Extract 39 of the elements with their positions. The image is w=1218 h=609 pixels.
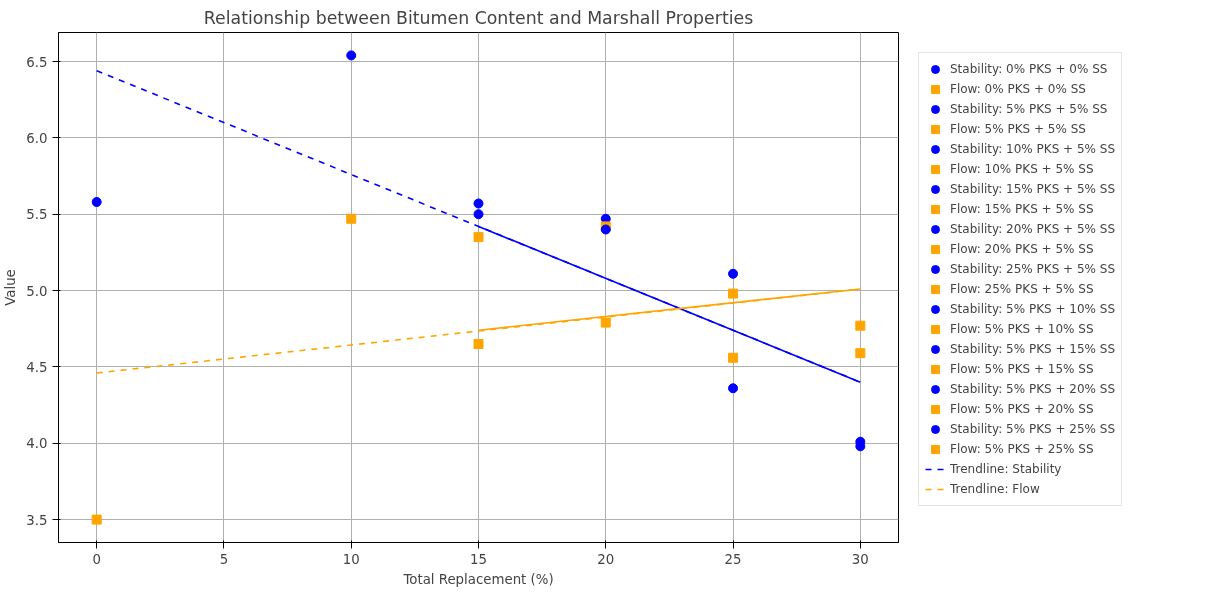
x-tick-label: 20 [597, 551, 615, 567]
legend-label: Stability: 5% PKS + 5% SS [950, 101, 1108, 118]
y-tick-label: 3.5 [26, 512, 48, 528]
legend-label: Flow: 20% PKS + 5% SS [950, 241, 1094, 258]
legend-label: Stability: 5% PKS + 25% SS [950, 421, 1116, 438]
legend-label: Flow: 0% PKS + 0% SS [950, 81, 1086, 98]
x-tick-label: 0 [92, 551, 101, 567]
legend-label: Flow: 15% PKS + 5% SS [950, 201, 1094, 218]
legend-label: Stability: 5% PKS + 15% SS [950, 341, 1116, 358]
y-tick-label: 4.5 [26, 359, 48, 375]
y-tick-label: 5.0 [26, 283, 48, 299]
x-tick-label: 30 [851, 551, 869, 567]
legend-label: Trendline: Flow [950, 481, 1040, 498]
y-tick-label: 6.5 [26, 54, 48, 70]
legend-label: Stability: 15% PKS + 5% SS [950, 181, 1116, 198]
y-tick-label: 5.5 [26, 207, 48, 223]
legend-label: Flow: 25% PKS + 5% SS [950, 281, 1094, 298]
legend-label: Flow: 5% PKS + 15% SS [950, 361, 1094, 378]
x-tick-label: 25 [724, 551, 742, 567]
y-tick-label: 6.0 [26, 130, 48, 146]
legend-label: Flow: 10% PKS + 5% SS [950, 161, 1094, 178]
y-axis-title: Value [3, 269, 19, 306]
y-tick-label: 4.0 [26, 436, 48, 452]
legend-label: Stability: 10% PKS + 5% SS [950, 141, 1116, 158]
legend-label: Flow: 5% PKS + 10% SS [950, 321, 1094, 338]
x-axis-title: Total Replacement (%) [402, 571, 554, 587]
legend-label: Stability: 5% PKS + 10% SS [950, 301, 1116, 318]
legend-label: Flow: 5% PKS + 25% SS [950, 441, 1094, 458]
x-tick-label: 5 [219, 551, 229, 567]
x-tick-label: 10 [342, 551, 360, 567]
legend-label: Stability: 0% PKS + 0% SS [950, 61, 1108, 78]
legend-label: Flow: 5% PKS + 20% SS [950, 401, 1094, 418]
legend-label: Trendline: Stability [950, 461, 1062, 478]
legend-label: Stability: 20% PKS + 5% SS [950, 221, 1116, 238]
legend-label: Flow: 5% PKS + 5% SS [950, 121, 1086, 138]
legend-label: Stability: 25% PKS + 5% SS [950, 261, 1116, 278]
legend-label: Stability: 5% PKS + 20% SS [950, 381, 1116, 398]
x-tick-label: 15 [470, 551, 487, 567]
chart-title: Relationship between Bitumen Content and Marshall Properties [203, 7, 754, 28]
